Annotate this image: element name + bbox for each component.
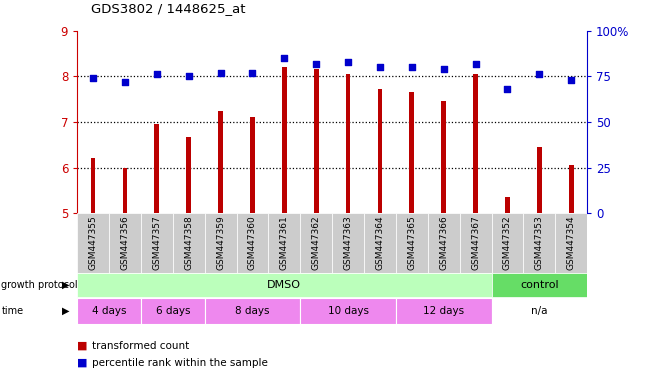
Bar (236, 213, 268, 273)
Bar (314, 70, 319, 213)
Text: ■: ■ (77, 341, 88, 351)
Bar (141, 213, 173, 273)
Bar (141, 298, 205, 324)
Bar (491, 273, 587, 297)
Text: ▶: ▶ (62, 280, 69, 290)
Bar (205, 213, 236, 273)
Bar (205, 298, 300, 324)
Bar (428, 213, 460, 273)
Text: GSM447366: GSM447366 (440, 215, 448, 270)
Bar (154, 124, 159, 213)
Bar (218, 111, 223, 213)
Point (119, 79, 130, 85)
Text: 8 days: 8 days (236, 306, 270, 316)
Point (407, 64, 417, 70)
Bar (250, 118, 255, 213)
Text: GDS3802 / 1448625_at: GDS3802 / 1448625_at (91, 2, 245, 15)
Text: GSM447361: GSM447361 (280, 215, 289, 270)
Bar (173, 213, 205, 273)
Bar (409, 92, 414, 213)
Bar (442, 101, 446, 213)
Bar (396, 213, 428, 273)
Bar (77, 298, 141, 324)
Bar (346, 74, 350, 213)
Point (279, 55, 290, 61)
Text: 4 days: 4 days (92, 306, 126, 316)
Point (438, 66, 449, 72)
Text: GSM447359: GSM447359 (216, 215, 225, 270)
Text: GSM447362: GSM447362 (312, 215, 321, 270)
Bar (537, 147, 541, 213)
Point (183, 73, 194, 79)
Bar (364, 213, 396, 273)
Text: DMSO: DMSO (267, 280, 301, 290)
Point (343, 59, 354, 65)
Text: GSM447357: GSM447357 (152, 215, 161, 270)
Text: percentile rank within the sample: percentile rank within the sample (92, 358, 268, 368)
Text: control: control (520, 280, 559, 290)
Text: n/a: n/a (531, 306, 548, 316)
Bar (378, 89, 382, 213)
Bar (505, 197, 510, 213)
Text: growth protocol: growth protocol (1, 280, 78, 290)
Bar (491, 298, 587, 324)
Bar (123, 167, 127, 213)
Point (566, 77, 576, 83)
Bar (77, 213, 109, 273)
Text: GSM447365: GSM447365 (407, 215, 416, 270)
Text: GSM447363: GSM447363 (344, 215, 352, 270)
Bar (396, 298, 491, 324)
Point (88, 75, 99, 81)
Point (502, 86, 513, 92)
Text: GSM447353: GSM447353 (535, 215, 544, 270)
Text: 6 days: 6 days (156, 306, 190, 316)
Text: GSM447358: GSM447358 (185, 215, 193, 270)
Bar (109, 213, 141, 273)
Text: GSM447364: GSM447364 (376, 215, 384, 270)
Point (470, 61, 481, 67)
Bar (460, 213, 491, 273)
Point (534, 71, 545, 78)
Point (215, 70, 226, 76)
Bar (556, 213, 587, 273)
Bar (77, 273, 491, 297)
Bar (523, 213, 555, 273)
Bar (91, 158, 95, 213)
Text: GSM447355: GSM447355 (89, 215, 97, 270)
Bar (569, 165, 574, 213)
Text: GSM447352: GSM447352 (503, 215, 512, 270)
Bar (300, 213, 332, 273)
Text: GSM447367: GSM447367 (471, 215, 480, 270)
Text: transformed count: transformed count (92, 341, 189, 351)
Bar (282, 67, 287, 213)
Text: 10 days: 10 days (327, 306, 368, 316)
Text: GSM447354: GSM447354 (567, 215, 576, 270)
Bar (268, 213, 300, 273)
Text: GSM447356: GSM447356 (121, 215, 130, 270)
Bar (473, 74, 478, 213)
Point (247, 70, 258, 76)
Text: 12 days: 12 days (423, 306, 464, 316)
Text: ■: ■ (77, 358, 88, 368)
Point (374, 64, 385, 70)
Point (152, 71, 162, 78)
Text: time: time (1, 306, 23, 316)
Point (311, 61, 321, 67)
Bar (332, 213, 364, 273)
Bar (491, 213, 523, 273)
Text: ▶: ▶ (62, 306, 69, 316)
Bar (300, 298, 396, 324)
Bar (187, 137, 191, 213)
Text: GSM447360: GSM447360 (248, 215, 257, 270)
